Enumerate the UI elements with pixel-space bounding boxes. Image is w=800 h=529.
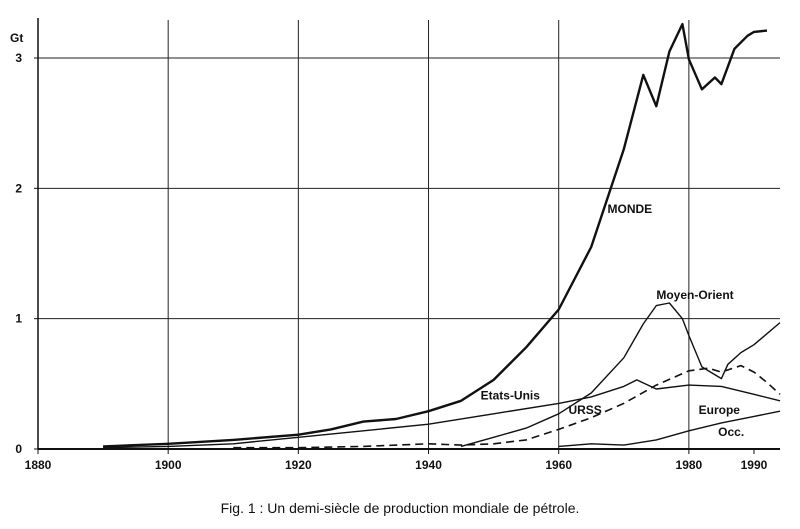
x-tick-label: 1920	[285, 458, 312, 472]
series-line-etats-unis	[103, 379, 781, 449]
x-tick-label: 1980	[676, 458, 703, 472]
series-lines	[103, 22, 781, 449]
series-label: URSS	[568, 403, 601, 417]
series-line-europe-occ	[558, 410, 781, 448]
x-tick-label: 1900	[155, 458, 182, 472]
series-line-urss	[233, 364, 781, 449]
series-label: Etats-Unis	[481, 388, 541, 402]
series-label: Europe	[699, 403, 741, 417]
series-label: Moyen-Orient	[656, 288, 733, 302]
x-tick-label: 1880	[25, 458, 52, 472]
axes: 0 1 2 3 Gt 1880 1900 1920 1940 1960 1980 1990	[10, 18, 780, 472]
chart: 0 1 2 3 Gt 1880 1900 1920 1940 1960 1980 1990 MONDE…	[10, 18, 781, 472]
y-axis-label: Gt	[10, 31, 23, 45]
figure-caption: Fig. 1 : Un demi-siècle de production mo…	[220, 500, 580, 516]
series-label: MONDE	[608, 202, 653, 216]
y-tick-label: 2	[15, 181, 22, 195]
x-tick-label: 1960	[545, 458, 572, 472]
grid	[38, 20, 780, 449]
y-tick-label: 0	[15, 442, 22, 456]
series-label: Occ.	[718, 425, 744, 439]
y-tick-label: 1	[15, 312, 22, 326]
x-tick-label: 1940	[415, 458, 442, 472]
x-tick-label: 1990	[741, 458, 768, 472]
series-labels: MONDE Moyen-Orient Etats-Unis URSS Europe Occ…	[481, 202, 745, 439]
series-line-monde	[103, 22, 768, 448]
y-tick-label: 3	[15, 51, 22, 65]
series-line-moyen-orient	[460, 302, 781, 448]
